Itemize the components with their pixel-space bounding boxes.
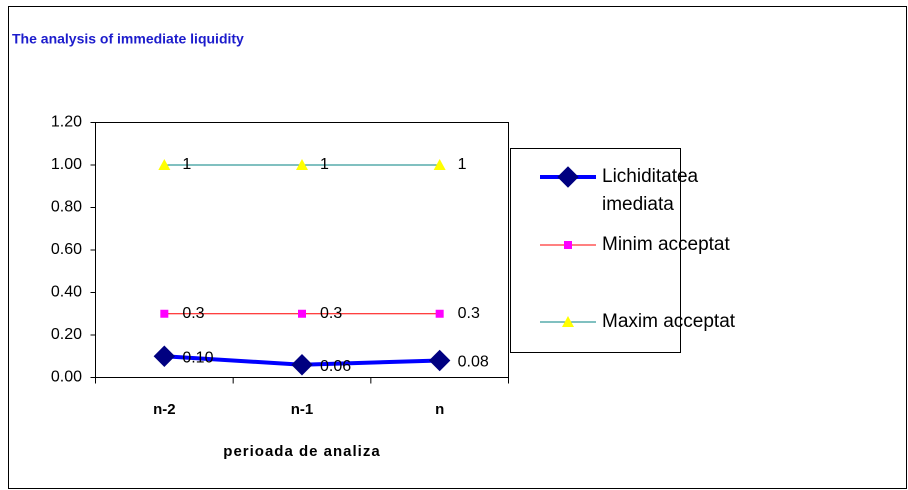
data-label: 0.08 (458, 354, 489, 371)
marker (428, 349, 451, 372)
marker (296, 159, 308, 170)
x-axis-label: perioada de analiza (223, 443, 380, 460)
data-label: 0.3 (458, 305, 480, 322)
marker (435, 309, 444, 318)
marker (433, 159, 446, 170)
legend-label: Minim acceptat (602, 234, 730, 255)
y-tick-label: 0.00 (51, 369, 82, 386)
data-label: 0.3 (182, 305, 204, 322)
legend-label: Maxim acceptat (602, 311, 736, 332)
y-tick-label: 0.20 (51, 326, 82, 343)
data-label: 0.06 (320, 358, 351, 375)
x-tick-label: n-2 (153, 401, 176, 418)
chart-title: The analysis of immediate liquidity (12, 31, 244, 47)
marker (564, 241, 572, 249)
data-label: 1 (320, 156, 329, 173)
data-label: 1 (458, 156, 467, 173)
y-tick-label: 0.80 (51, 199, 82, 216)
y-tick-label: 0.40 (51, 284, 82, 301)
y-tick-label: 1.00 (51, 156, 82, 173)
y-tick-label: 1.20 (51, 114, 82, 131)
marker (557, 166, 579, 188)
marker (160, 309, 169, 318)
x-tick-label: n (435, 401, 444, 418)
data-label: 0.3 (320, 305, 342, 322)
legend-box (510, 148, 681, 353)
marker (562, 316, 574, 327)
x-tick-label: n-1 (291, 401, 314, 418)
data-label: 0.10 (182, 349, 213, 366)
marker (158, 159, 171, 170)
legend-label: Lichiditatea imediata (602, 166, 699, 215)
data-label: 1 (182, 156, 191, 173)
marker (298, 309, 306, 318)
y-tick-label: 0.60 (51, 241, 82, 258)
marker (291, 354, 313, 376)
marker (153, 345, 176, 367)
